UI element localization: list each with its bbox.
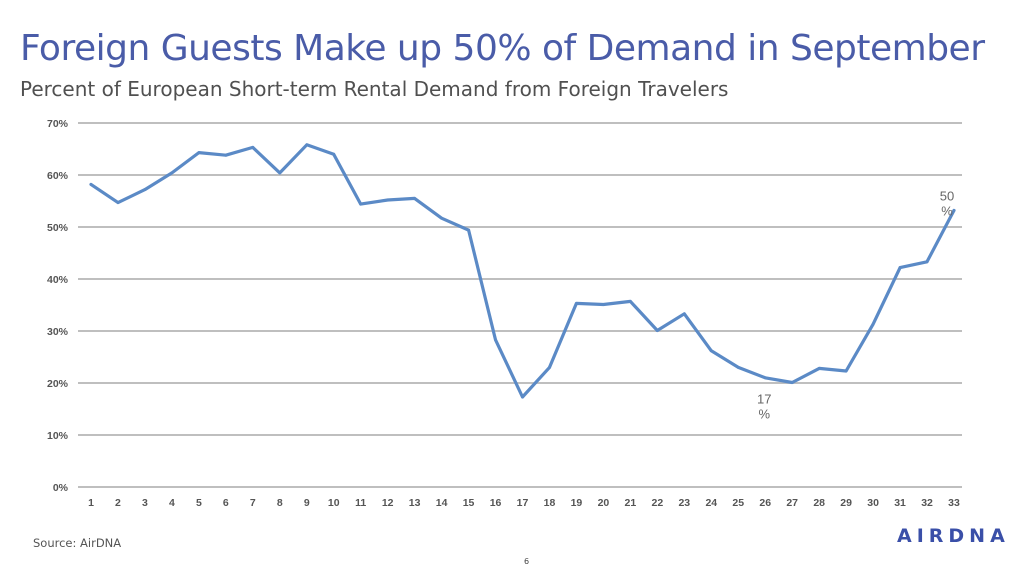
data-point bbox=[170, 171, 174, 175]
gridlines bbox=[78, 122, 962, 488]
data-point bbox=[197, 151, 201, 155]
x-tick-label: 8 bbox=[277, 497, 283, 509]
data-point bbox=[251, 146, 255, 149]
y-tick-label: 70% bbox=[47, 118, 69, 130]
data-point bbox=[898, 266, 902, 269]
data-point bbox=[736, 366, 740, 369]
x-tick-label: 11 bbox=[355, 497, 366, 509]
data-point bbox=[440, 216, 443, 220]
x-tick-label: 22 bbox=[652, 497, 664, 509]
x-tick-label: 21 bbox=[625, 497, 637, 509]
y-tick-label: 0% bbox=[53, 482, 69, 494]
data-point bbox=[494, 338, 497, 342]
x-tick-label: 25 bbox=[732, 497, 744, 509]
data-point bbox=[602, 303, 605, 306]
data-point bbox=[89, 182, 93, 186]
source-note: Source: AirDNA bbox=[33, 536, 122, 550]
y-tick-label: 20% bbox=[47, 378, 69, 390]
data-point bbox=[925, 260, 929, 264]
y-tick-label: 40% bbox=[47, 274, 69, 286]
x-tick-label: 19 bbox=[571, 497, 583, 509]
data-point bbox=[817, 367, 821, 370]
x-tick-label: 32 bbox=[921, 497, 933, 509]
annotation-label: 17% bbox=[757, 391, 771, 421]
x-tick-label: 28 bbox=[813, 497, 825, 509]
data-point bbox=[844, 369, 848, 373]
data-point bbox=[116, 201, 120, 204]
x-tick-label: 2 bbox=[115, 497, 121, 509]
y-tick-label: 50% bbox=[47, 222, 69, 234]
slide-subtitle: Percent of European Short-term Rental De… bbox=[20, 77, 729, 101]
x-tick-label: 3 bbox=[142, 497, 148, 509]
y-tick-label: 30% bbox=[47, 326, 69, 338]
annotation-label: 50% bbox=[940, 188, 954, 218]
x-tick-label: 27 bbox=[786, 497, 798, 509]
x-tick-label: 10 bbox=[328, 497, 340, 509]
y-tick-label: 10% bbox=[47, 430, 69, 442]
data-point bbox=[305, 143, 309, 147]
data-point bbox=[386, 198, 390, 202]
x-tick-label: 31 bbox=[894, 497, 906, 509]
data-point bbox=[952, 208, 956, 212]
annotations: 50 % 17% bbox=[757, 188, 954, 421]
x-tick-label: 4 bbox=[169, 497, 175, 509]
data-point bbox=[278, 171, 282, 175]
data-point bbox=[143, 188, 147, 191]
x-tick-label: 16 bbox=[490, 497, 502, 509]
x-tick-label: 9 bbox=[304, 497, 310, 509]
data-point bbox=[413, 197, 417, 200]
x-tick-label: 23 bbox=[678, 497, 690, 509]
series-layer bbox=[89, 143, 956, 399]
y-tick-label: 60% bbox=[47, 170, 69, 182]
data-point bbox=[790, 381, 794, 384]
airdna-logo: AIRDNA bbox=[897, 525, 1010, 547]
data-point bbox=[763, 376, 767, 380]
x-tick-label: 13 bbox=[409, 497, 421, 509]
x-tick-label: 6 bbox=[223, 497, 229, 509]
data-point bbox=[628, 299, 632, 303]
data-point bbox=[575, 302, 578, 305]
data-point bbox=[709, 349, 713, 353]
x-tick-label: 29 bbox=[840, 497, 852, 509]
data-point bbox=[332, 152, 336, 156]
x-tick-label: 33 bbox=[948, 497, 960, 509]
data-point bbox=[871, 322, 875, 326]
x-tick-label: 14 bbox=[436, 497, 448, 509]
y-axis-ticks: 0% 10% 20% 30% 40% 50% 60% 70% bbox=[47, 118, 69, 494]
x-tick-label: 30 bbox=[867, 497, 879, 509]
x-tick-label: 24 bbox=[705, 497, 717, 509]
data-point bbox=[682, 312, 686, 316]
x-axis-ticks: 1 2 3 4 5 6 7 8 9 10 11 12 13 14 15 16 17 18 19 20 21 22 23 24 2… bbox=[88, 497, 960, 509]
data-point bbox=[359, 202, 363, 206]
x-tick-label: 18 bbox=[544, 497, 556, 509]
x-tick-label: 12 bbox=[382, 497, 394, 509]
x-tick-label: 20 bbox=[598, 497, 610, 509]
x-tick-label: 26 bbox=[759, 497, 771, 509]
slide-title: Foreign Guests Make up 50% of Demand in … bbox=[20, 28, 985, 69]
data-point bbox=[224, 153, 228, 157]
data-point bbox=[521, 395, 524, 399]
x-tick-label: 17 bbox=[517, 497, 529, 509]
x-tick-label: 5 bbox=[196, 497, 202, 509]
data-point bbox=[655, 329, 659, 332]
x-tick-label: 7 bbox=[250, 497, 256, 509]
page-number: 6 bbox=[524, 557, 530, 566]
x-tick-label: 1 bbox=[88, 497, 94, 509]
data-point bbox=[548, 366, 551, 369]
x-tick-label: 15 bbox=[463, 497, 475, 509]
series-line-0 bbox=[89, 143, 956, 399]
data-point bbox=[467, 228, 470, 232]
